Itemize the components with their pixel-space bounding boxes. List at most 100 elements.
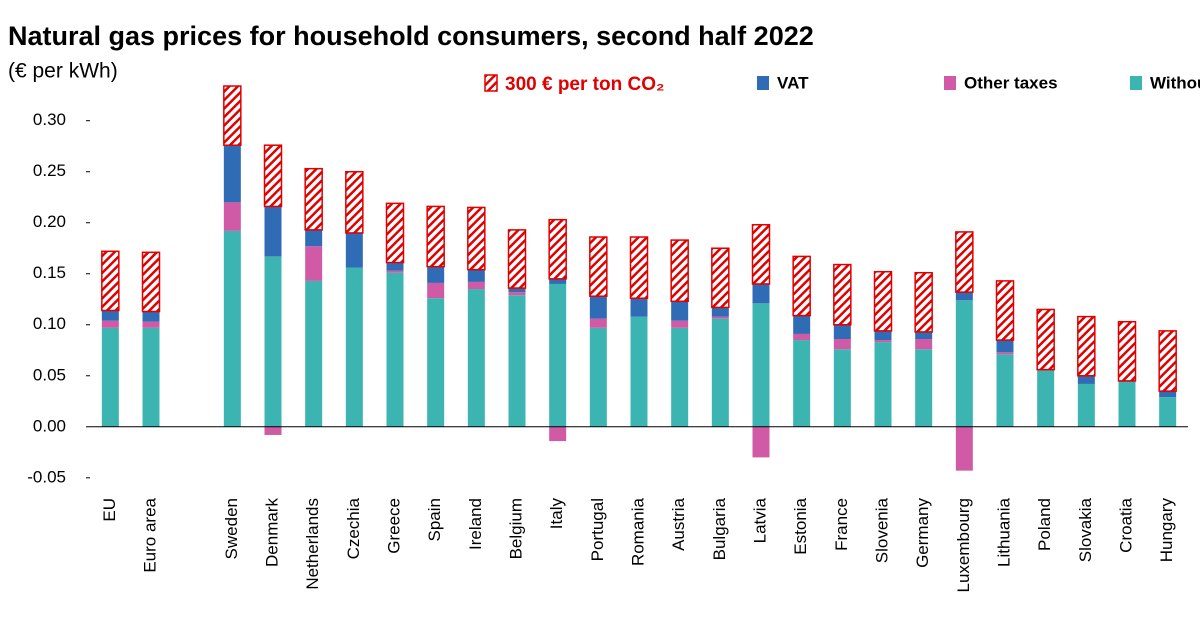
bar-segment xyxy=(508,295,526,427)
bar-segment xyxy=(345,170,364,234)
bar-segment xyxy=(793,333,811,341)
bar-segment xyxy=(671,301,689,321)
bar-segment xyxy=(1159,397,1177,427)
bar-segment xyxy=(427,266,445,283)
bar-segment xyxy=(101,250,120,312)
bar-segment xyxy=(792,255,811,317)
bar-segment xyxy=(711,307,729,317)
bar-segment xyxy=(264,426,282,435)
bar-segment xyxy=(955,292,973,301)
bar-segment xyxy=(386,270,404,273)
bar-segment xyxy=(508,292,526,296)
bar-segment xyxy=(915,339,933,350)
y-tick-label: 0.25 xyxy=(33,161,66,180)
x-tick-label: Ireland xyxy=(466,498,485,550)
bar-segment xyxy=(549,278,567,284)
bar-segment xyxy=(751,224,771,285)
bar-segment xyxy=(589,236,608,297)
bar-segment xyxy=(874,342,892,427)
bar-segment xyxy=(223,202,241,231)
bar-segment xyxy=(996,354,1014,427)
x-tick-label: EU xyxy=(100,498,119,522)
bar-segment xyxy=(426,205,445,268)
legend-swatch xyxy=(484,74,498,92)
bar-segment xyxy=(263,144,283,208)
x-tick-label: Belgium xyxy=(506,498,525,559)
bar-segment xyxy=(671,327,689,427)
bar-segment xyxy=(752,303,770,427)
legend-swatch xyxy=(944,76,956,90)
legend-swatch xyxy=(1130,76,1142,90)
bar-segment xyxy=(589,318,607,328)
bar-segment xyxy=(223,145,241,203)
chart-subtitle: (€ per kWh) xyxy=(8,60,118,83)
legend-swatch xyxy=(757,76,769,90)
x-tick-label: Estonia xyxy=(791,497,810,554)
x-tick-label: Slovenia xyxy=(872,497,891,563)
x-tick-label: Romania xyxy=(628,497,647,566)
bar-segment xyxy=(752,426,770,458)
x-tick-label: Germany xyxy=(913,498,932,568)
bar-segment xyxy=(508,288,526,293)
legend-label: Other taxes xyxy=(964,73,1058,92)
bar-segment xyxy=(1077,315,1096,377)
bar-segment xyxy=(915,349,933,427)
bar-segment xyxy=(874,330,892,341)
x-tick-label: Croatia xyxy=(1116,497,1135,552)
x-tick-label: Austria xyxy=(669,497,688,550)
bar-segment xyxy=(955,231,974,293)
y-tick-label: 0.00 xyxy=(33,416,66,435)
bar-segment xyxy=(467,269,485,282)
bar-segment xyxy=(670,239,689,303)
bar-segment xyxy=(711,316,729,319)
bar-segment xyxy=(304,167,323,231)
bar-segment xyxy=(1158,330,1177,392)
bar-segment xyxy=(955,300,973,427)
bar-segment xyxy=(995,280,1015,341)
bar-segment xyxy=(467,289,485,427)
bar-segment xyxy=(589,296,607,319)
bar-segment xyxy=(548,218,567,280)
x-tick-label: Spain xyxy=(425,498,444,541)
bar-segment xyxy=(427,298,445,427)
bar-segment xyxy=(711,318,729,427)
x-tick-label: Latvia xyxy=(750,497,769,543)
bar-segment xyxy=(386,272,404,427)
bar-segment xyxy=(141,251,161,313)
bar-segment xyxy=(305,229,323,247)
bar-segment xyxy=(142,327,160,427)
bar-segment xyxy=(549,426,567,442)
bar-segment xyxy=(549,283,567,427)
bar-segment xyxy=(1117,320,1137,382)
x-tick-label: Netherlands xyxy=(303,498,322,590)
bar-segment xyxy=(1077,375,1095,384)
bar-segment xyxy=(305,246,323,281)
x-tick-label: Greece xyxy=(384,498,403,554)
bar-segment xyxy=(223,85,242,146)
bar-segment xyxy=(101,320,119,328)
y-tick-label: 0.15 xyxy=(33,263,66,282)
x-tick-label: Luxembourg xyxy=(954,498,973,593)
legend-label: 300 € per ton CO₂ xyxy=(505,74,664,95)
legend-label: VAT xyxy=(777,73,809,92)
bar-segment xyxy=(630,316,648,427)
bar-segment xyxy=(671,320,689,328)
bar-segment xyxy=(1036,308,1055,371)
bar-segment xyxy=(386,262,404,271)
bar-segment xyxy=(996,340,1014,353)
bar-segment xyxy=(264,256,282,427)
x-tick-label: Portugal xyxy=(588,498,607,561)
x-tick-label: Slovakia xyxy=(1076,497,1095,562)
y-tick-label: 0.05 xyxy=(33,365,66,384)
bar-segment xyxy=(793,340,811,427)
bar-segment xyxy=(833,339,851,350)
x-tick-label: Poland xyxy=(1035,498,1054,551)
x-tick-label: Bulgaria xyxy=(710,497,729,560)
chart-title: Natural gas prices for household consume… xyxy=(8,21,814,51)
bar-segment xyxy=(996,352,1014,355)
y-tick-label: -0.05 xyxy=(27,467,66,486)
x-tick-label: Italy xyxy=(547,498,566,530)
x-tick-label: France xyxy=(832,498,851,551)
bar-segment xyxy=(467,281,485,290)
